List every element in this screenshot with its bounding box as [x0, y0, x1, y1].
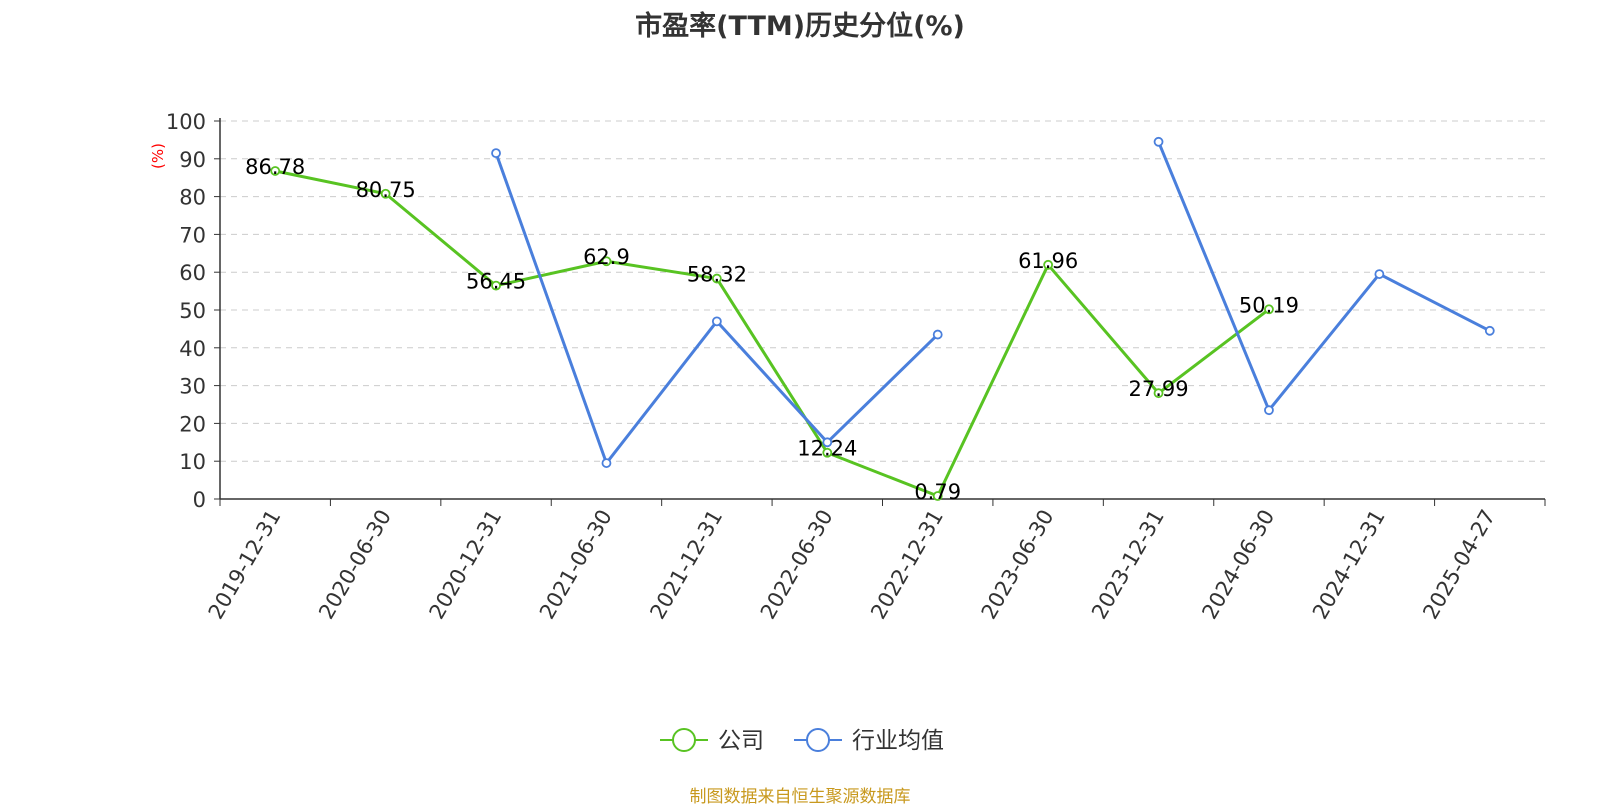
data-point [491, 148, 501, 159]
y-tick-label: 100 [166, 110, 206, 134]
data-point [1264, 405, 1274, 416]
data-label: 0.79 [914, 480, 961, 504]
data-label: 80.75 [356, 178, 416, 202]
data-point [932, 491, 943, 501]
y-tick-label: 70 [179, 223, 206, 247]
data-label: 61.96 [1018, 249, 1078, 273]
data-point [1153, 388, 1164, 399]
legend-label: 行业均值 [852, 728, 944, 754]
series-line-1 [494, 152, 939, 465]
source-note: 制图数据来自恒生聚源数据库 [689, 787, 911, 807]
y-tick-label: 40 [179, 337, 206, 361]
data-point [1264, 304, 1274, 315]
x-tick-label: 2020-06-30 [314, 506, 396, 624]
data-point [711, 273, 722, 284]
data-point [711, 316, 722, 327]
x-tick-label: 2022-12-31 [866, 506, 948, 624]
data-label: 56.45 [466, 270, 526, 294]
x-tick-label: 2022-06-30 [756, 506, 838, 624]
y-tick-label: 90 [179, 148, 206, 172]
legend-marker-icon [672, 728, 696, 752]
data-point [1153, 136, 1164, 147]
data-label: 58.32 [687, 263, 747, 287]
y-tick-label: 50 [179, 299, 206, 323]
series-line-1 [1157, 141, 1491, 412]
x-tick-label: 2025-04-27 [1418, 506, 1500, 624]
data-point [380, 188, 391, 199]
x-tick-label: 2020-12-31 [425, 506, 507, 624]
data-point [1374, 269, 1385, 279]
x-tick-label: 2021-12-31 [645, 506, 727, 624]
y-axis-label: (%) [149, 143, 167, 169]
x-tick-label: 2021-06-30 [535, 506, 617, 624]
y-tick-label: 80 [179, 186, 206, 210]
x-tick-label: 2024-12-31 [1308, 506, 1390, 624]
y-tick-label: 10 [179, 450, 206, 474]
y-tick-label: 20 [179, 412, 206, 436]
legend-label: 公司 [718, 728, 764, 754]
legend-marker-icon [806, 728, 830, 752]
series-line-0 [274, 169, 1270, 498]
y-tick-label: 30 [179, 375, 206, 399]
x-tick-label: 2024-06-30 [1197, 506, 1279, 624]
chart-title: 市盈率(TTM)历史分位(%) [635, 11, 965, 42]
data-point [491, 280, 501, 291]
y-tick-label: 60 [179, 261, 206, 285]
data-point [1043, 259, 1054, 270]
x-tick-label: 2019-12-31 [204, 506, 286, 624]
data-point [601, 458, 612, 468]
data-point [1484, 325, 1495, 336]
data-label: 27.99 [1128, 377, 1188, 401]
data-label: 50.19 [1239, 293, 1299, 317]
data-point [932, 329, 943, 340]
data-label: 86.78 [245, 155, 305, 179]
data-point [822, 437, 833, 448]
data-point [270, 166, 281, 176]
x-tick-label: 2023-12-31 [1087, 506, 1169, 624]
x-tick-label: 2023-06-30 [977, 506, 1059, 624]
data-point [601, 256, 612, 267]
data-label: 62.9 [583, 245, 630, 269]
data-point [822, 447, 833, 458]
y-tick-label: 0 [193, 488, 206, 512]
